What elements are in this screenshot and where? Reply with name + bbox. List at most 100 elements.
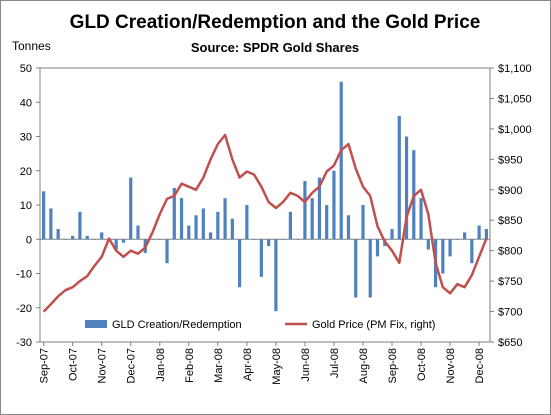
bar (281, 239, 285, 240)
bar (470, 239, 474, 264)
price-line (42, 133, 488, 313)
x-tick-label: Jul-08 (329, 348, 341, 378)
bar (158, 239, 162, 240)
bar (187, 225, 191, 240)
bar (136, 225, 140, 240)
bar (404, 136, 409, 240)
bar (165, 239, 169, 264)
bar (375, 239, 380, 257)
bar (303, 181, 307, 240)
bar (448, 239, 452, 257)
bar (252, 239, 256, 240)
bar (100, 232, 104, 240)
bar (484, 228, 488, 240)
bar (179, 198, 184, 240)
x-tick-label: Jun-08 (300, 348, 312, 382)
y-tick-label: 0 (26, 234, 32, 246)
bar (85, 235, 89, 240)
y2-tick-label: $950 (498, 154, 522, 166)
bar (172, 187, 176, 240)
bar (194, 215, 198, 240)
x-tick-label: Nov-08 (445, 348, 457, 383)
legend-swatch (85, 320, 107, 328)
bar (92, 239, 97, 240)
bar (441, 239, 445, 274)
bar (216, 211, 220, 240)
bar (317, 177, 322, 240)
x-tick-label: Oct-08 (416, 348, 428, 381)
y2-tick-label: $1,100 (498, 63, 532, 75)
bar (455, 239, 459, 240)
y2-tick-label: $850 (498, 215, 522, 227)
bar (121, 239, 126, 243)
x-tick-label: Sep-07 (39, 348, 51, 383)
bar (397, 115, 401, 240)
bar (310, 198, 314, 240)
bar (78, 211, 82, 240)
chart-title: GLD Creation/Redemption and the Gold Pri… (70, 12, 481, 33)
chart-subtitle: Source: SPDR Gold Shares (191, 40, 359, 55)
y-tick-label: -30 (16, 337, 32, 349)
x-tick-label: May-08 (271, 348, 283, 385)
bar (267, 239, 271, 247)
bar (237, 239, 242, 288)
y2-tick-label: $750 (498, 276, 522, 288)
x-tick-label: Dec-08 (474, 348, 486, 383)
bar (361, 205, 365, 240)
y2-tick-label: $1,000 (498, 124, 532, 136)
bar (477, 225, 481, 240)
legend-label: GLD Creation/Redemption (112, 319, 242, 331)
y-tick-label: 10 (20, 200, 32, 212)
y-tick-label: -10 (16, 269, 32, 281)
y-axis-label: Tonnes (12, 39, 51, 53)
bar (230, 218, 234, 240)
y2-tick-label: $700 (498, 307, 522, 319)
y2-tick-label: $800 (498, 246, 522, 258)
bar (42, 191, 46, 240)
x-tick-label: Aug-08 (358, 348, 370, 383)
bar (339, 81, 343, 240)
bar (419, 198, 423, 240)
bar (63, 239, 68, 240)
bar (346, 215, 351, 240)
bar (56, 228, 60, 240)
y-tick-label: 40 (20, 97, 32, 109)
y-tick-label: 50 (20, 63, 32, 75)
bar (354, 239, 358, 298)
bar (325, 205, 329, 240)
bar (129, 177, 133, 240)
y-tick-label: 30 (20, 132, 32, 144)
legend-label: Gold Price (PM Fix, right) (312, 319, 435, 331)
bar (150, 239, 155, 240)
y-tick-label: 20 (20, 166, 32, 178)
y2-tick-label: $650 (498, 337, 522, 349)
x-tick-label: Dec-07 (126, 348, 138, 383)
bar (259, 239, 263, 277)
y2-tick-label: $900 (498, 185, 522, 197)
bar (223, 198, 227, 240)
bar (201, 208, 205, 240)
x-tick-label: Oct-07 (68, 348, 80, 381)
bar (245, 205, 249, 240)
bar (368, 239, 372, 298)
bar (49, 208, 53, 240)
x-tick-label: Mar-08 (213, 348, 225, 383)
bar (390, 228, 394, 240)
x-tick-label: Jan-08 (155, 348, 167, 382)
bar (274, 239, 278, 312)
bar (462, 232, 467, 240)
bar (426, 239, 430, 250)
bar (114, 239, 118, 250)
bar (296, 239, 300, 240)
bar (288, 211, 293, 240)
bar (332, 170, 336, 240)
y2-tick-label: $1,050 (498, 93, 532, 105)
x-tick-label: Nov-07 (97, 348, 109, 383)
y-tick-label: -20 (16, 303, 32, 315)
bar (208, 232, 213, 240)
bar (71, 235, 75, 240)
x-tick-label: Apr-08 (242, 348, 254, 381)
x-tick-label: Sep-08 (387, 348, 399, 383)
